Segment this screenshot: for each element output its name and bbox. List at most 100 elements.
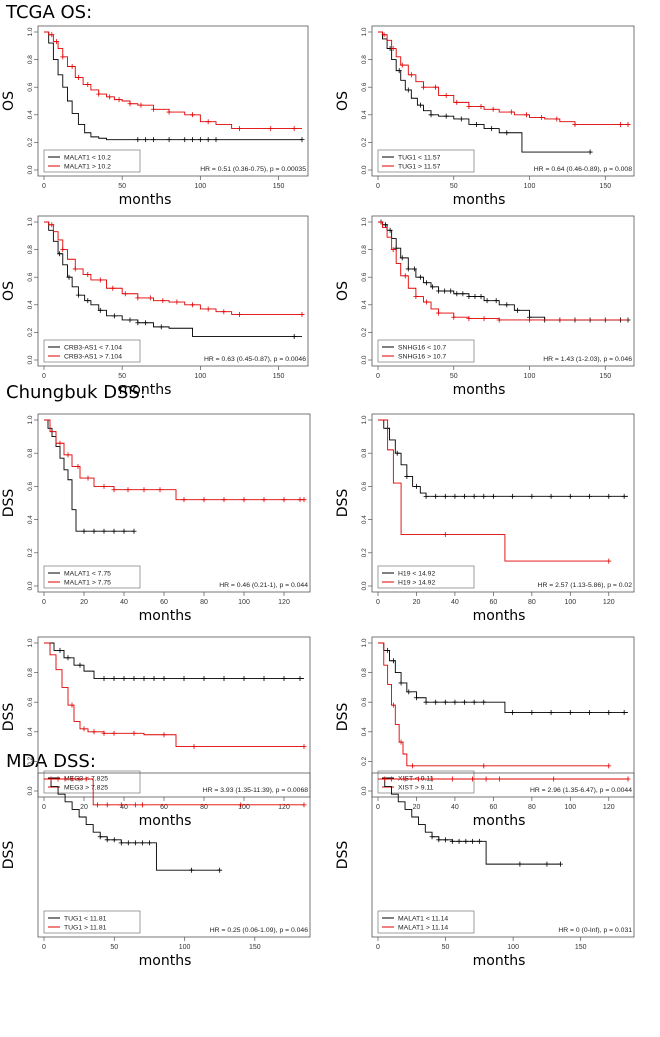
censor-mark [122, 291, 128, 297]
legend-label: TUG1 > 11.81 [64, 925, 107, 932]
legend-label: MALAT1 > 11.14 [398, 925, 448, 932]
y-tick-label: 0.8 [27, 448, 34, 457]
censor-mark [65, 452, 71, 458]
x-axis-title: months [119, 192, 172, 208]
censor-mark [66, 274, 72, 280]
censor-mark [111, 487, 117, 493]
censor-mark [146, 840, 152, 846]
censor-mark [557, 861, 563, 867]
censor-mark [390, 658, 396, 664]
censor-mark [442, 288, 448, 294]
censor-mark [139, 802, 145, 808]
censor-mark [104, 802, 110, 808]
y-tick-label: 0.8 [27, 55, 34, 64]
censor-mark [60, 247, 66, 253]
censor-mark [458, 116, 464, 122]
censor-mark [125, 840, 131, 846]
censor-mark [606, 763, 612, 769]
censor-mark [91, 528, 97, 534]
censor-mark [221, 676, 227, 682]
censor-mark [205, 137, 211, 143]
km-curve-high [44, 221, 302, 315]
censor-mark [299, 311, 305, 317]
y-tick-label: 0.2 [361, 548, 368, 557]
censor-mark [466, 294, 472, 300]
y-tick-label: 0.4 [27, 727, 34, 736]
hr-annotation: HR = 2.96 (1.35-6.47), p = 0.0044 [530, 787, 632, 794]
censor-mark [417, 274, 423, 280]
censor-mark [143, 137, 149, 143]
censor-mark [433, 493, 439, 499]
y-tick-label: 0.4 [27, 515, 34, 524]
censor-mark [442, 699, 448, 705]
censor-mark [65, 655, 71, 661]
censor-mark [390, 702, 396, 708]
censor-mark [527, 317, 533, 323]
censor-mark [48, 776, 54, 782]
km-panel-5: 0.0 0.2 0.4 0.6 0.8 1.0 0 20 40 60 80 100 120 months D… [1, 413, 311, 624]
censor-mark [81, 528, 87, 534]
censor-mark [429, 776, 435, 782]
censor-mark [81, 726, 87, 732]
y-tick-label: 0.2 [361, 757, 368, 766]
y-axis-title: OS [335, 91, 351, 111]
x-axis-title: months [473, 608, 526, 624]
x-tick-label: 60 [489, 599, 497, 606]
y-axis-title: OS [1, 91, 17, 111]
censor-mark [481, 763, 487, 769]
legend-label: SNHG16 < 10.7 [398, 345, 446, 352]
km-curve-low [378, 419, 628, 497]
censor-mark [387, 227, 393, 233]
legend-label: MALAT1 < 10.2 [64, 155, 111, 162]
censor-mark [127, 101, 133, 107]
x-axis-title: months [139, 813, 192, 829]
plot-frame [371, 772, 635, 938]
km-curve-low [44, 221, 302, 337]
censor-mark [481, 699, 487, 705]
legend-label: CRB3-AS1 > 7.104 [64, 354, 122, 361]
censor-mark [478, 104, 484, 110]
censor-mark [621, 493, 627, 499]
censor-mark [138, 102, 144, 108]
censor-mark [121, 528, 127, 534]
censor-mark [166, 137, 172, 143]
km-panel-4: 0.0 0.2 0.4 0.6 0.8 1.0 0 50 100 150 months OS SNHG1… [335, 215, 635, 398]
censor-mark [430, 284, 436, 290]
x-tick-label: 100 [524, 183, 536, 190]
plot-frame [37, 215, 309, 367]
x-tick-label: 0 [42, 183, 46, 190]
censor-mark [174, 299, 180, 305]
censor-mark [190, 302, 196, 308]
legend-label: H19 < 14.92 [398, 571, 435, 578]
y-axis-title: DSS [1, 841, 17, 870]
hr-annotation: HR = 2.57 (1.13-5.86), p = 0.02 [538, 582, 633, 589]
y-tick-label: 0.6 [361, 82, 368, 91]
x-axis-title: months [139, 953, 192, 969]
y-tick-label: 0.6 [27, 697, 34, 706]
plot-frame [37, 772, 311, 938]
legend-box [377, 149, 475, 173]
censor-mark [141, 487, 147, 493]
y-tick-label: 0.6 [27, 82, 34, 91]
x-tick-label: 0 [42, 944, 46, 951]
censor-mark [281, 676, 287, 682]
censor-mark [75, 463, 81, 469]
censor-mark [83, 776, 89, 782]
censor-mark [470, 776, 476, 782]
hr-annotation: HR = 0.63 (0.45-0.87), p = 0.0046 [204, 356, 306, 363]
censor-mark [301, 744, 307, 750]
legend-box [377, 910, 475, 934]
censor-mark [131, 528, 137, 534]
censor-mark [529, 493, 535, 499]
censor-mark [625, 776, 631, 782]
censor-mark [181, 497, 187, 503]
x-tick-label: 0 [376, 373, 380, 380]
censor-mark [101, 676, 107, 682]
censor-mark [449, 838, 455, 844]
censor-mark [147, 295, 153, 301]
censor-mark [205, 119, 211, 125]
legend-box [43, 149, 141, 173]
censor-mark [131, 676, 137, 682]
censor-mark [190, 137, 196, 143]
y-tick-label: 1.0 [361, 27, 368, 36]
